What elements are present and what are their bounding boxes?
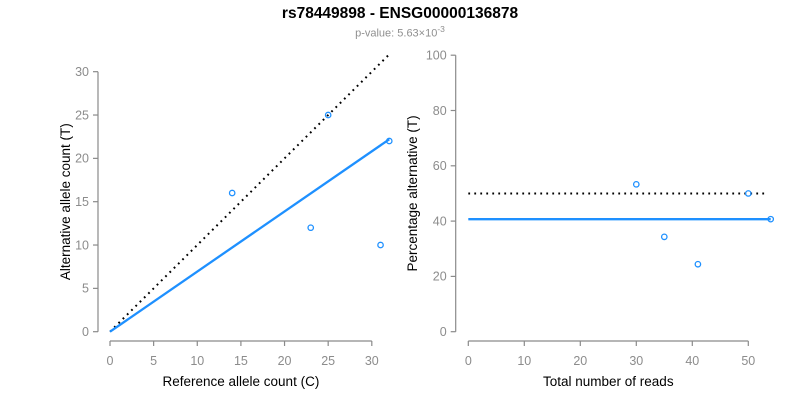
y-tick-label: 5 bbox=[82, 282, 89, 296]
data-point bbox=[324, 111, 332, 119]
x-axis-title: Reference allele count (C) bbox=[162, 374, 319, 389]
x-tick-label: 30 bbox=[629, 354, 643, 368]
y-tick-label: 80 bbox=[433, 104, 447, 118]
fit-line bbox=[109, 138, 390, 333]
data-point bbox=[385, 137, 393, 145]
x-axis-title: Total number of reads bbox=[543, 374, 674, 389]
y-tick-label: 40 bbox=[433, 214, 447, 228]
data-point bbox=[744, 190, 752, 197]
y-tick-label: 20 bbox=[433, 270, 447, 284]
figure-title: rs78449898 - ENSG00000136878 bbox=[281, 5, 519, 22]
identity-line bbox=[109, 54, 390, 333]
y-tick-label: 0 bbox=[82, 325, 89, 339]
x-tick-label: 0 bbox=[465, 354, 472, 368]
data-point bbox=[632, 180, 640, 188]
x-tick-label: 10 bbox=[517, 354, 531, 368]
x-tick-label: 20 bbox=[278, 354, 292, 368]
y-axis-title: Alternative allele count (T) bbox=[58, 123, 73, 280]
y-tick-label: 10 bbox=[75, 238, 89, 252]
y-tick-label: 0 bbox=[440, 325, 447, 339]
data-point bbox=[767, 215, 775, 223]
panel-right: 0 20 40 60 80 100 0 10 20 30 40 50 Total number of r… bbox=[405, 49, 775, 389]
p-value-exponent: -3 bbox=[437, 24, 445, 34]
x-tick-label: 15 bbox=[234, 354, 248, 368]
data-point bbox=[660, 233, 668, 241]
data-point bbox=[307, 224, 315, 232]
y-tick-label: 25 bbox=[75, 108, 89, 122]
y-tick-label: 30 bbox=[75, 65, 89, 79]
figure-subtitle: p-value: 5.63×10-3 bbox=[0, 24, 800, 40]
x-tick-label: 10 bbox=[190, 354, 204, 368]
x-tick-label: 20 bbox=[573, 354, 587, 368]
x-tick-label: 0 bbox=[107, 354, 114, 368]
y-axis-title: Percentage alternative (T) bbox=[405, 115, 420, 271]
y-tick-label: 15 bbox=[75, 195, 89, 209]
x-tick-label: 5 bbox=[150, 354, 157, 368]
p-value-text: p-value: 5.63×10 bbox=[355, 27, 438, 40]
data-point bbox=[228, 189, 236, 197]
x-tick-label: 30 bbox=[365, 354, 379, 368]
x-tick-label: 25 bbox=[321, 354, 335, 368]
y-tick-label: 60 bbox=[433, 159, 447, 173]
y-tick-label: 100 bbox=[426, 49, 447, 63]
data-point bbox=[694, 260, 702, 268]
y-tick-label: 20 bbox=[75, 152, 89, 166]
x-tick-label: 40 bbox=[685, 354, 699, 368]
data-point bbox=[377, 241, 384, 249]
panel-left: 0 5 10 15 20 25 30 0 5 10 15 20 25 30 Reference allele… bbox=[58, 54, 393, 389]
x-tick-label: 50 bbox=[741, 354, 755, 368]
